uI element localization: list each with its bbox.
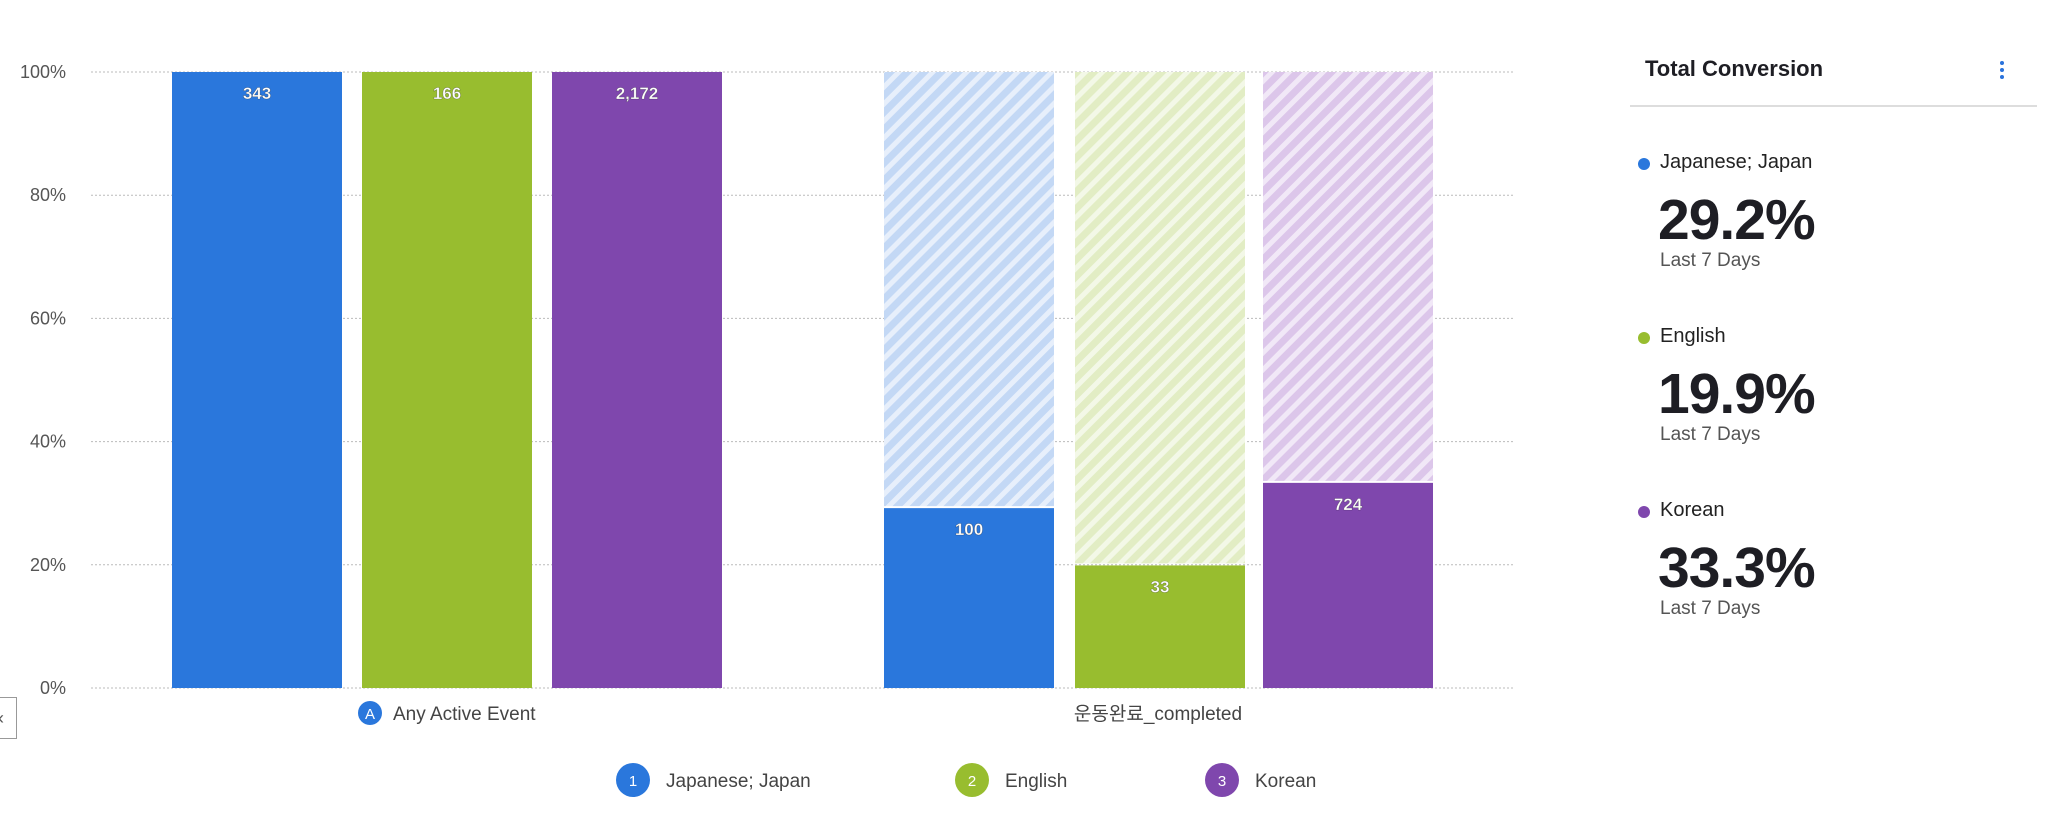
legend-badge-icon xyxy=(1205,763,1239,797)
y-tick-label: 40% xyxy=(30,432,66,452)
bar-value-label: 2,172 xyxy=(616,84,659,103)
y-tick-label: 0% xyxy=(40,678,66,698)
amplitude-icon-glyph: A xyxy=(365,706,375,723)
bar-dropoff xyxy=(1263,72,1433,481)
y-tick-label: 100% xyxy=(20,62,66,82)
series-dot-icon xyxy=(1638,506,1650,518)
series-dot-icon xyxy=(1638,332,1650,344)
item-label: Japanese; Japan xyxy=(1660,151,1813,173)
series-dot-icon xyxy=(1638,158,1650,170)
bar-dropoff xyxy=(884,72,1054,507)
bar-value-label: 33 xyxy=(1151,577,1170,596)
category-label: 운동완료_completed xyxy=(1074,703,1242,725)
bar-value-label: 724 xyxy=(1334,495,1363,514)
panel-title: Total Conversion xyxy=(1645,56,1824,81)
chevron-left-icon: ‹ xyxy=(0,708,4,728)
category-label: Any Active Event xyxy=(393,704,536,725)
bar-value-label: 166 xyxy=(433,84,461,103)
total-conversion-panel: Total Conversion Japanese; Japan 29.2% L… xyxy=(1630,0,2040,825)
bar xyxy=(884,508,1054,688)
legend-badge-number: 3 xyxy=(1218,773,1226,790)
legend-badge-icon xyxy=(955,763,989,797)
bar xyxy=(362,72,532,688)
legend-badge-number: 1 xyxy=(629,773,637,790)
divider xyxy=(1630,105,2037,107)
y-tick-label: 20% xyxy=(30,555,66,575)
y-tick-label: 80% xyxy=(30,185,66,205)
collapse-button[interactable]: ‹ xyxy=(0,697,17,739)
legend-badge-icon xyxy=(616,763,650,797)
bar xyxy=(552,72,722,688)
bar-value-label: 100 xyxy=(955,520,983,539)
item-period: Last 7 Days xyxy=(1660,424,1761,445)
bar-value-label: 343 xyxy=(243,84,271,103)
legend-label: English xyxy=(1005,771,1067,792)
bar xyxy=(172,72,342,688)
bar xyxy=(1075,565,1245,688)
y-tick-label: 60% xyxy=(30,308,66,328)
legend-label: Korean xyxy=(1255,771,1316,792)
item-label: English xyxy=(1660,325,1726,347)
bar-dropoff xyxy=(1075,72,1245,564)
item-label: Korean xyxy=(1660,499,1725,521)
amplitude-icon xyxy=(358,701,382,725)
item-period: Last 7 Days xyxy=(1660,250,1761,271)
item-value: 19.9% xyxy=(1658,362,1816,426)
legend-badge-number: 2 xyxy=(968,773,976,790)
bar xyxy=(1263,482,1433,688)
more-options-icon[interactable] xyxy=(1996,58,2008,86)
item-period: Last 7 Days xyxy=(1660,598,1761,619)
conversion-bar-chart: 0% 20% 40% 60% 80% 100% 343 166 2,172 100 33 724 A An… xyxy=(20,62,1515,797)
item-value: 33.3% xyxy=(1658,536,1816,600)
item-value: 29.2% xyxy=(1658,188,1816,252)
legend-label: Japanese; Japan xyxy=(666,771,811,792)
